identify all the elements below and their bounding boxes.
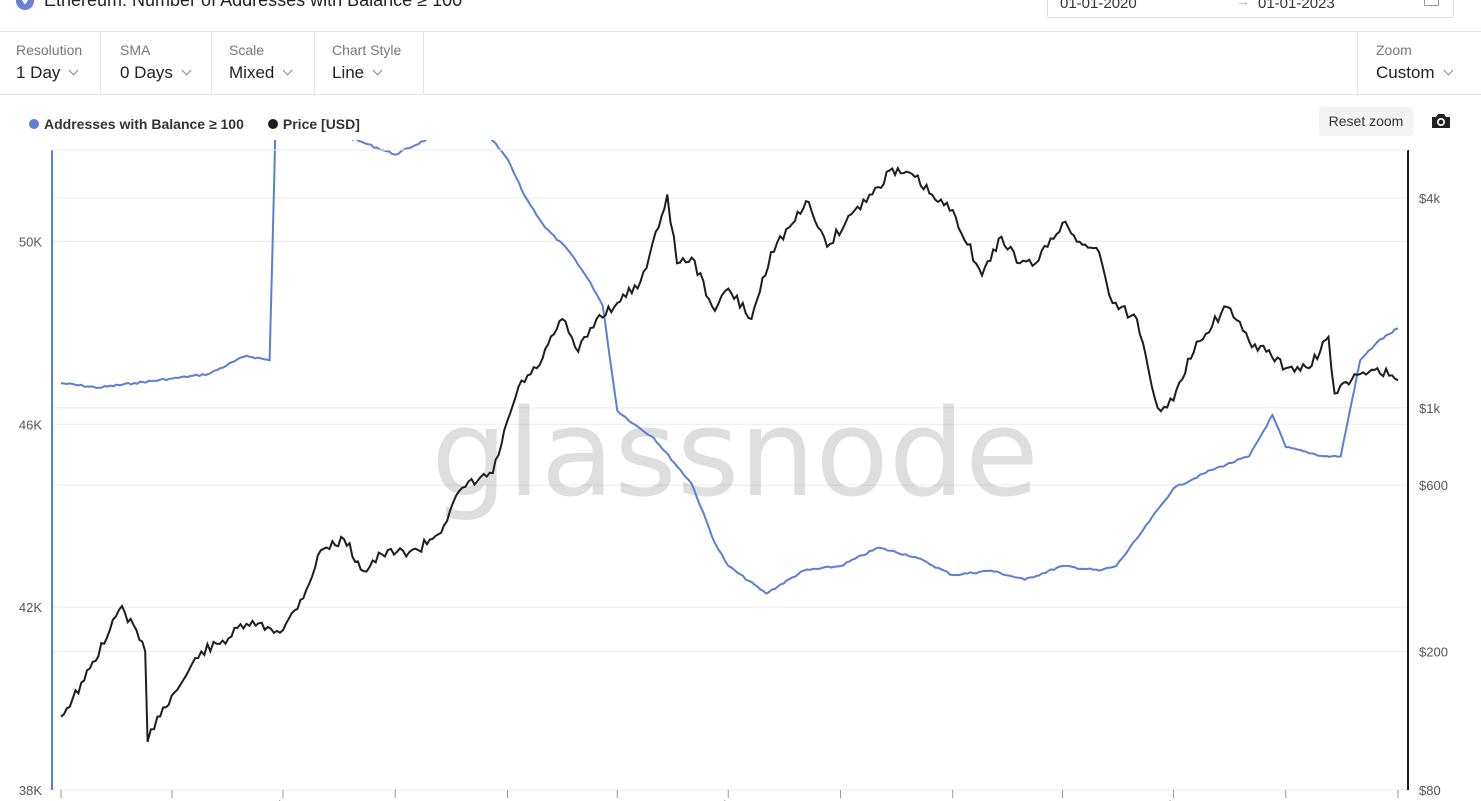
y-left-tick-label: 42K bbox=[19, 600, 42, 615]
sma-value[interactable]: 0 Days bbox=[120, 63, 192, 83]
legend-dot-addresses bbox=[29, 119, 39, 129]
x-tick-label: Jan '20 bbox=[40, 798, 82, 801]
legend-label-addresses: Addresses with Balance ≥ 100 bbox=[44, 116, 244, 132]
resolution-select[interactable]: Resolution 1 Day bbox=[0, 32, 101, 94]
ethereum-icon bbox=[16, 0, 34, 10]
y-right-tick-label: $80 bbox=[1419, 783, 1441, 798]
legend-item-addresses[interactable]: Addresses with Balance ≥ 100 bbox=[29, 116, 244, 132]
x-tick-label: Jan '21 bbox=[487, 798, 529, 801]
x-tick-label: Apr '21 bbox=[597, 798, 638, 801]
title-wrap: Ethereum: Number of Addresses with Balan… bbox=[16, 0, 462, 11]
legend-item-price[interactable]: Price [USD] bbox=[267, 116, 360, 132]
x-tick-label: Apr '22 bbox=[1042, 798, 1083, 801]
chart-style-value[interactable]: Line bbox=[332, 63, 383, 83]
chart-area: 38K 42K 46K 50K $80 $200 $600 $1k $4k Jan '20 Apr … bbox=[19, 140, 1448, 801]
chevron-down-icon bbox=[1443, 65, 1454, 76]
date-from[interactable]: 01-01-2020 bbox=[1060, 0, 1137, 12]
scale-select[interactable]: Scale Mixed bbox=[213, 32, 315, 94]
x-tick-label: Oct '22 bbox=[1265, 798, 1306, 801]
watermark: glassnode bbox=[431, 385, 1039, 524]
chart-style-label: Chart Style bbox=[332, 42, 402, 58]
series-line-addresses bbox=[60, 140, 1399, 595]
chevron-down-icon bbox=[282, 65, 293, 76]
zoom-value[interactable]: Custom bbox=[1376, 63, 1454, 83]
y-left-tick-label: 46K bbox=[19, 417, 42, 432]
x-tick-label: Jan '22 bbox=[932, 798, 974, 801]
y-right-tick-label: $1k bbox=[1419, 401, 1440, 416]
legend-label-price: Price [USD] bbox=[282, 116, 360, 132]
camera-icon[interactable] bbox=[1430, 112, 1452, 130]
x-tick-label: Oct '21 bbox=[820, 798, 861, 801]
arrow-right-icon: → bbox=[1236, 0, 1250, 9]
y-left-tick-label: 50K bbox=[19, 234, 42, 249]
date-range-picker[interactable]: 01-01-2020 → 01-01-2023 bbox=[1047, 0, 1454, 18]
scale-value[interactable]: Mixed bbox=[229, 63, 293, 83]
x-tick-label: Oct '20 bbox=[375, 798, 416, 801]
chevron-down-icon bbox=[372, 65, 383, 76]
page-title: Ethereum: Number of Addresses with Balan… bbox=[44, 0, 463, 10]
date-to[interactable]: 01-01-2023 bbox=[1258, 0, 1335, 12]
sma-select[interactable]: SMA 0 Days bbox=[104, 32, 212, 94]
x-tick-label: Jan '23 bbox=[1377, 798, 1419, 801]
top-bar: Ethereum: Number of Addresses with Balan… bbox=[0, 0, 1481, 32]
x-tick-label: Jul '22 bbox=[1155, 798, 1192, 801]
resolution-value[interactable]: 1 Day bbox=[16, 63, 79, 83]
sma-label: SMA bbox=[120, 42, 151, 58]
x-tick-label: Apr '20 bbox=[152, 798, 193, 801]
reset-zoom-button[interactable]: Reset zoom bbox=[1319, 107, 1413, 136]
calendar-icon[interactable] bbox=[1424, 0, 1439, 6]
y-right-tick-label: $200 bbox=[1419, 644, 1448, 659]
y-right-tick-label: $4k bbox=[1419, 191, 1440, 206]
y-left-tick-label: 38K bbox=[19, 783, 42, 798]
chevron-down-icon bbox=[181, 65, 192, 76]
zoom-label: Zoom bbox=[1376, 42, 1412, 58]
zoom-select[interactable]: Zoom Custom bbox=[1357, 32, 1481, 94]
chart-controls: Resolution 1 Day SMA 0 Days Scale Mixed … bbox=[0, 32, 1481, 95]
series-line-price bbox=[60, 165, 1399, 743]
scale-label: Scale bbox=[229, 42, 265, 58]
x-tick-label: Jul '21 bbox=[710, 798, 747, 801]
resolution-label: Resolution bbox=[16, 42, 83, 58]
y-right-tick-label: $600 bbox=[1419, 478, 1448, 493]
legend-dot-price bbox=[267, 119, 278, 129]
chart-style-select[interactable]: Chart Style Line bbox=[316, 32, 424, 94]
chart-legend: Addresses with Balance ≥ 100 Price [USD] bbox=[29, 116, 384, 132]
x-tick-label: Jul '20 bbox=[264, 798, 301, 801]
chevron-down-icon bbox=[68, 65, 79, 76]
